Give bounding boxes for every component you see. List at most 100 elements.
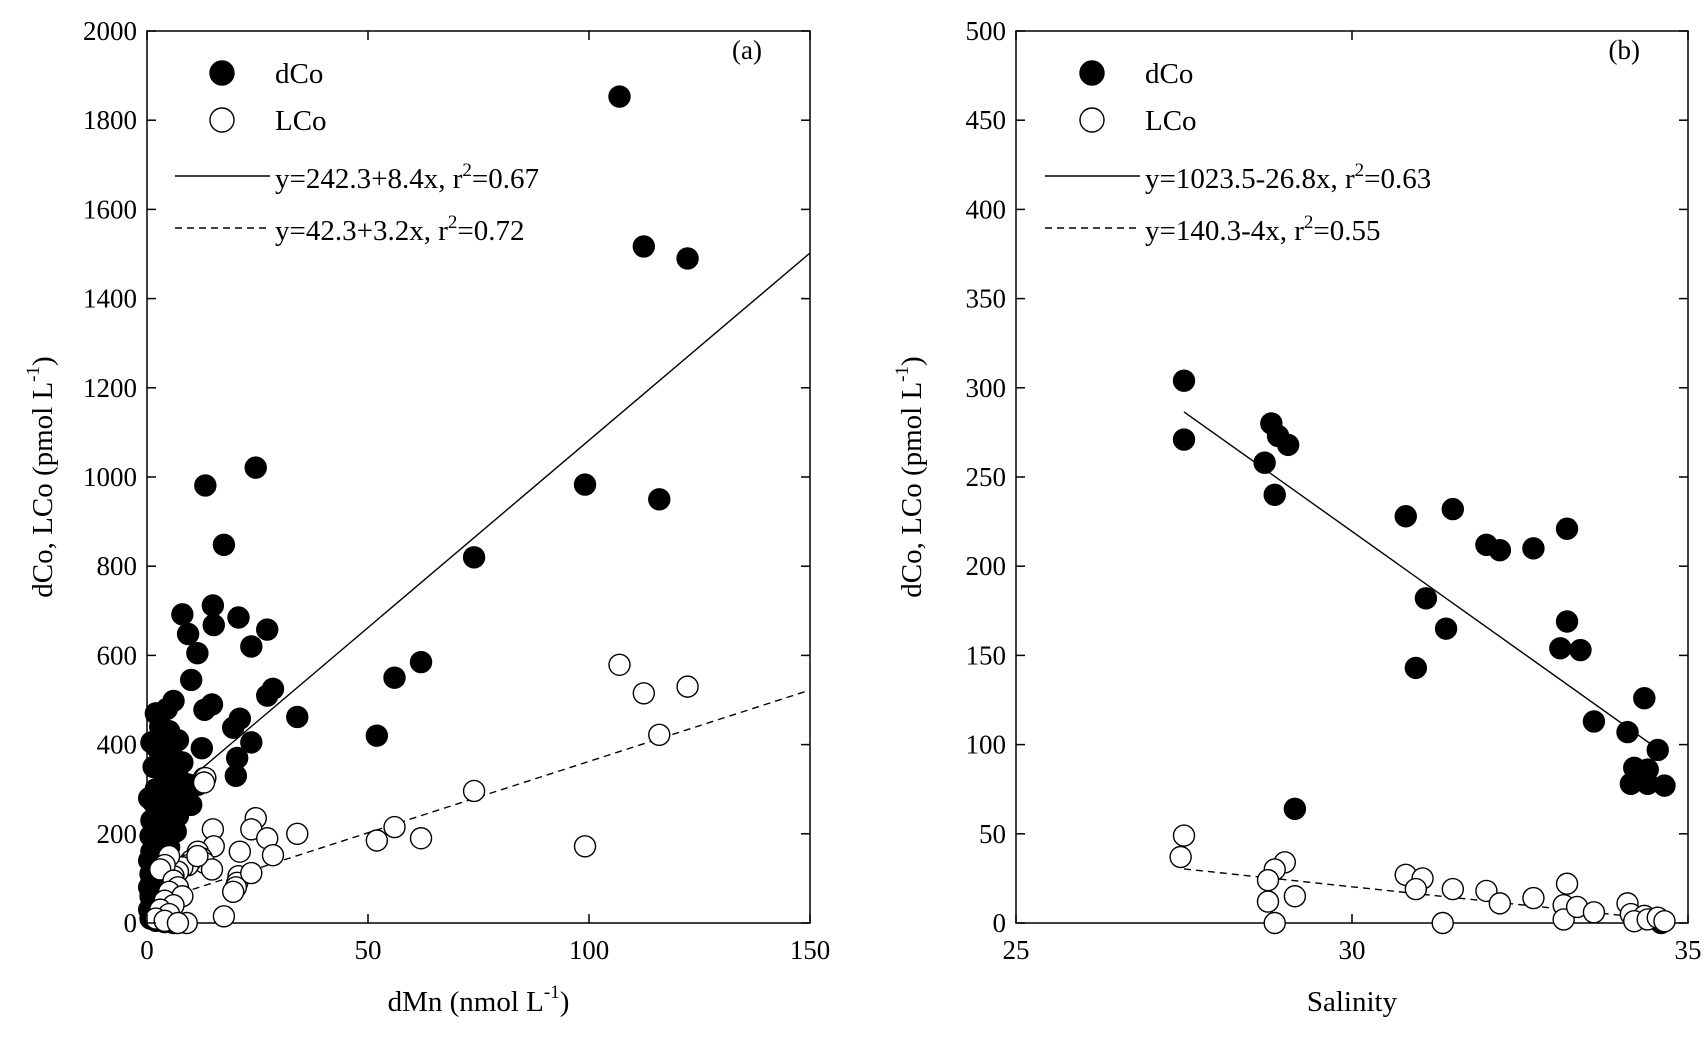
y-tick-label-a: 400 (97, 730, 138, 760)
dco-point-b (1653, 774, 1676, 797)
legend-equation-text: y=1023.5-26.8x, r (1145, 163, 1355, 195)
dco-point-a (244, 456, 267, 479)
y-tick-label-b: 50 (979, 819, 1006, 849)
legend-equation-text: y=140.3-4x, r (1145, 215, 1304, 247)
y-axis-label-a: dCo, LCo (pmol L-1) (23, 356, 59, 597)
lco-point-b (1441, 877, 1465, 901)
legend-equation: y=1023.5-26.8x, r2=0.63 (1145, 160, 1431, 195)
legend-equation-text: y=242.3+8.4x, r (275, 163, 463, 195)
lco-point-b (1256, 868, 1280, 892)
dco-point-b (1404, 656, 1428, 680)
y-tick-label-b: 100 (966, 730, 1007, 760)
x-tick-label-a: 0 (140, 935, 154, 965)
y-axis-label-b: dCo, LCo (pmol L-1) (892, 356, 928, 597)
dco-point-a (676, 247, 699, 270)
dco-point-a (179, 668, 203, 692)
dco-point-b (1394, 505, 1417, 528)
lco-point-b (1404, 877, 1428, 901)
lco-point-b (1431, 911, 1454, 935)
legend-equation-after: =0.55 (1313, 215, 1380, 247)
lco-point-a (676, 675, 699, 698)
dco-point-b (1441, 497, 1465, 521)
legend-label: LCo (1145, 105, 1197, 137)
legend-dco-marker-icon (209, 60, 235, 86)
lco-point-a (261, 844, 285, 867)
legend-lco-marker-icon (1079, 107, 1105, 133)
y-tick-label-a: 1600 (83, 194, 137, 224)
lco-point-a (200, 858, 224, 881)
lco-point-b (1172, 824, 1196, 847)
x-tick-label-a: 50 (355, 935, 382, 965)
y-axis-label-b-sup: -1 (892, 366, 913, 382)
x-axis-label-b-text: Salinity (1307, 986, 1398, 1018)
lco-point-a (365, 829, 389, 852)
dco-point-a (256, 684, 279, 707)
y-tick-label-b: 300 (966, 373, 1007, 403)
legend-equation-after: =0.67 (472, 163, 539, 195)
lco-point-b (1169, 845, 1192, 869)
dco-point-a (171, 603, 194, 626)
dco-point-a (194, 474, 217, 497)
dco-point-a (212, 533, 236, 556)
y-axis-label-b-close: ) (896, 356, 928, 366)
data-points-a (138, 85, 699, 935)
lco-point-a (228, 840, 252, 863)
legend-equation-text: y=42.3+3.2x, r (275, 215, 448, 247)
dco-point-a (462, 546, 486, 569)
y-axis-label-a-text: dCo, LCo (pmol L (27, 382, 59, 598)
dco-point-a (383, 666, 406, 689)
dco-point-a (193, 698, 216, 722)
dco-point-b (1582, 710, 1606, 733)
y-tick-label-b: 500 (966, 16, 1007, 46)
lco-point-b (1256, 890, 1280, 913)
dco-point-b (1549, 637, 1572, 660)
legend-equation: y=242.3+8.4x, r2=0.67 (275, 160, 539, 195)
dco-point-a (632, 235, 656, 258)
x-tick-label-b: 35 (1675, 935, 1702, 965)
axes-a: 0 50 100 150 0 200 400 600 800 1000 1200 1400 1600 18… (83, 16, 830, 965)
x-axis-label-b: Salinity (1307, 986, 1398, 1018)
x-tick-label-a: 100 (569, 935, 610, 965)
y-axis-label-a-close: ) (27, 356, 59, 366)
x-axis-label-a-text: dMn (nmol L (388, 986, 544, 1018)
legend-equation-sup: 2 (1355, 160, 1365, 181)
dco-point-b (1633, 687, 1656, 710)
lco-point-a (166, 911, 190, 935)
dco-point-b (1555, 610, 1579, 633)
legend-dco-marker-icon (1079, 60, 1105, 86)
dco-point-b (1616, 720, 1639, 744)
panel-label-a: (a) (732, 35, 762, 65)
dco-point-b (1522, 537, 1545, 560)
legend-equation-sup: 2 (462, 160, 472, 181)
dco-point-a (286, 705, 309, 729)
dco-point-b (1253, 451, 1276, 474)
panel-a: 0 50 100 150 0 200 400 600 800 1000 1200 1400 1600 18… (23, 16, 830, 1018)
dco-point-a (573, 473, 597, 496)
fit-lines-a (146, 252, 811, 905)
legend-equation-after: =0.63 (1364, 163, 1431, 195)
legend-label: dCo (275, 58, 323, 90)
dco-point-a (240, 731, 263, 754)
dco-point-a (227, 606, 250, 629)
y-tick-label-b: 250 (966, 462, 1007, 492)
data-points-b (1169, 369, 1676, 935)
lco-point-a (383, 815, 406, 839)
x-tick-label-a: 150 (790, 935, 831, 965)
x-axis-label-a-close: ) (560, 986, 570, 1018)
y-tick-label-a: 2000 (83, 16, 137, 46)
y-tick-label-a: 1400 (83, 284, 137, 314)
y-tick-label-b: 350 (966, 284, 1007, 314)
dco-point-a (176, 622, 200, 646)
lco-point-a (648, 723, 671, 746)
x-axis-label-a: dMn (nmol L-1) (388, 982, 570, 1018)
dco-point-b (1172, 369, 1196, 392)
lco-point-a (286, 822, 309, 845)
x-axis-label-a-sup: -1 (544, 982, 560, 1003)
x-tick-label-b: 25 (1003, 935, 1030, 965)
x-tick-label-b: 30 (1339, 935, 1366, 965)
